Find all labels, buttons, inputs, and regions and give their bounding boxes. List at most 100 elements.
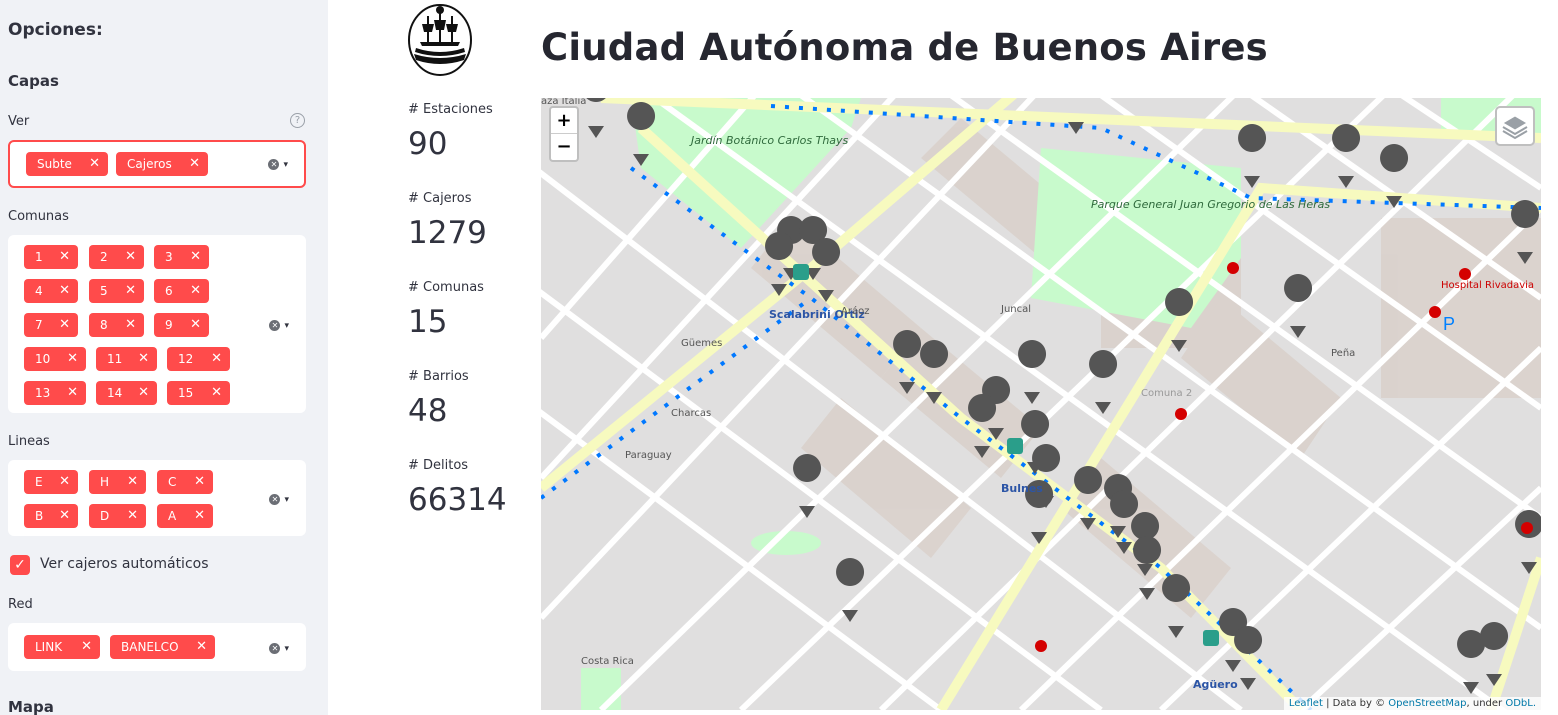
chip-comuna-4[interactable]: 4 ✕ bbox=[24, 279, 78, 303]
leaflet-link[interactable]: Leaflet bbox=[1288, 698, 1323, 709]
metric-label-comunas: # Comunas bbox=[408, 280, 484, 295]
chip-link[interactable]: LINK ✕ bbox=[24, 635, 100, 659]
avenue-las-heras bbox=[936, 182, 1541, 710]
comunas-label: Comunas bbox=[8, 209, 69, 224]
chip-linea-d[interactable]: D ✕ bbox=[89, 504, 146, 528]
chip-remove-icon[interactable]: ✕ bbox=[190, 249, 201, 264]
chip-comuna-14[interactable]: 14 ✕ bbox=[96, 381, 157, 405]
chip-remove-icon[interactable]: ✕ bbox=[67, 385, 78, 400]
comunas-multiselect[interactable]: 1 ✕ 2 ✕ 3 ✕ 4 ✕ 5 ✕ 6 ✕ 7 ✕ 8 ✕ 9 ✕ 10 ✕ 11 ✕ 12 ✕ 1… bbox=[8, 235, 306, 413]
chip-remove-icon[interactable]: ✕ bbox=[127, 474, 138, 489]
chip-remove-icon[interactable]: ✕ bbox=[59, 249, 70, 264]
help-icon[interactable]: ? bbox=[290, 113, 305, 128]
zoom-out-button[interactable]: − bbox=[556, 136, 572, 157]
osm-link[interactable]: OpenStreetMap bbox=[1388, 698, 1467, 709]
chip-comuna-8[interactable]: 8 ✕ bbox=[89, 313, 144, 337]
chip-comuna-5[interactable]: 5 ✕ bbox=[89, 279, 144, 303]
chip-remove-icon[interactable]: ✕ bbox=[59, 508, 70, 523]
chip-label: 15 bbox=[178, 386, 194, 400]
map[interactable]: P aza Italia Jardín Botánico Carlos Thay… bbox=[541, 98, 1541, 710]
chevron-down-icon[interactable]: ▾ bbox=[283, 159, 288, 170]
sidebar: Opciones: Capas Ver ? Subte ✕ Cajeros ✕ ✕ ▾… bbox=[0, 0, 328, 715]
chip-comuna-13[interactable]: 13 ✕ bbox=[24, 381, 86, 405]
attribution-text: | Data by © bbox=[1322, 698, 1389, 709]
chip-label: Subte bbox=[37, 157, 72, 171]
chevron-down-icon[interactable]: ▾ bbox=[284, 320, 289, 331]
map-canvas[interactable]: P bbox=[541, 98, 1541, 710]
layers-button[interactable] bbox=[1495, 106, 1535, 146]
chip-remove-icon[interactable]: ✕ bbox=[59, 283, 70, 298]
map-label-comuna2: Comuna 2 bbox=[1141, 388, 1193, 399]
map-label-plaza-italia: aza Italia bbox=[541, 98, 587, 107]
cajeros-checkbox[interactable]: ✓ bbox=[10, 555, 30, 575]
chip-remove-icon[interactable]: ✕ bbox=[211, 351, 222, 366]
clear-icon[interactable]: ✕ bbox=[269, 643, 281, 654]
chip-subte[interactable]: Subte ✕ bbox=[26, 152, 108, 176]
chip-remove-icon[interactable]: ✕ bbox=[194, 508, 205, 523]
odbl-link[interactable]: ODbL. bbox=[1505, 698, 1536, 709]
chip-remove-icon[interactable]: ✕ bbox=[125, 249, 136, 264]
cajeros-checkbox-label[interactable]: Ver cajeros automáticos bbox=[40, 556, 209, 572]
map-label-araoz: Aráoz bbox=[841, 306, 870, 317]
jardin-botanico-park bbox=[631, 98, 861, 248]
map-label-bulnes: Bulnes bbox=[1001, 482, 1043, 495]
chip-banelco[interactable]: BANELCO ✕ bbox=[110, 635, 215, 659]
chip-linea-c[interactable]: C ✕ bbox=[157, 470, 213, 494]
map-label-paraguay: Paraguay bbox=[625, 450, 672, 461]
chip-linea-a[interactable]: A ✕ bbox=[157, 504, 213, 528]
section-capas-heading: Capas bbox=[8, 72, 59, 90]
chip-remove-icon[interactable]: ✕ bbox=[138, 351, 149, 366]
zoom-in-button[interactable]: + bbox=[551, 108, 577, 134]
clear-icon[interactable]: ✕ bbox=[269, 320, 281, 331]
chip-remove-icon[interactable]: ✕ bbox=[125, 317, 136, 332]
chip-remove-icon[interactable]: ✕ bbox=[190, 317, 201, 332]
metric-label-barrios: # Barrios bbox=[408, 369, 469, 384]
chip-comuna-10[interactable]: 10 ✕ bbox=[24, 347, 86, 371]
chip-comuna-6[interactable]: 6 ✕ bbox=[154, 279, 209, 303]
chip-remove-icon[interactable]: ✕ bbox=[127, 508, 138, 523]
chip-comuna-7[interactable]: 7 ✕ bbox=[24, 313, 78, 337]
chip-remove-icon[interactable]: ✕ bbox=[196, 639, 207, 654]
ver-multiselect[interactable]: Subte ✕ Cajeros ✕ ✕ ▾ bbox=[8, 140, 306, 188]
chip-remove-icon[interactable]: ✕ bbox=[138, 385, 149, 400]
lineas-multiselect[interactable]: E ✕ H ✕ C ✕ B ✕ D ✕ A ✕ ✕ ▾ bbox=[8, 460, 306, 536]
chip-comuna-1[interactable]: 1 ✕ bbox=[24, 245, 78, 269]
chip-cajeros[interactable]: Cajeros ✕ bbox=[116, 152, 208, 176]
map-label-juncal: Juncal bbox=[1001, 304, 1032, 315]
lineas-label: Lineas bbox=[8, 434, 50, 449]
chip-remove-icon[interactable]: ✕ bbox=[125, 283, 136, 298]
chip-comuna-11[interactable]: 11 ✕ bbox=[96, 347, 157, 371]
chip-remove-icon[interactable]: ✕ bbox=[81, 639, 92, 654]
chevron-down-icon[interactable]: ▾ bbox=[284, 494, 289, 505]
chip-comuna-9[interactable]: 9 ✕ bbox=[154, 313, 209, 337]
map-label-jardin: Jardín Botánico Carlos Thays bbox=[691, 134, 849, 147]
chip-comuna-2[interactable]: 2 ✕ bbox=[89, 245, 144, 269]
chip-remove-icon[interactable]: ✕ bbox=[59, 317, 70, 332]
section-mapa-heading: Mapa bbox=[8, 698, 54, 715]
chip-remove-icon[interactable]: ✕ bbox=[211, 385, 222, 400]
chip-remove-icon[interactable]: ✕ bbox=[67, 351, 78, 366]
chip-comuna-3[interactable]: 3 ✕ bbox=[154, 245, 209, 269]
map-attribution: Leaflet | Data by © OpenStreetMap, under… bbox=[1283, 697, 1541, 710]
chip-linea-b[interactable]: B ✕ bbox=[24, 504, 78, 528]
chip-comuna-12[interactable]: 12 ✕ bbox=[167, 347, 230, 371]
chevron-down-icon[interactable]: ▾ bbox=[284, 643, 289, 654]
chip-linea-e[interactable]: E ✕ bbox=[24, 470, 78, 494]
clear-icon[interactable]: ✕ bbox=[269, 494, 281, 505]
chip-remove-icon[interactable]: ✕ bbox=[89, 156, 100, 171]
sidebar-title: Opciones: bbox=[8, 20, 103, 40]
chip-comuna-15[interactable]: 15 ✕ bbox=[167, 381, 230, 405]
red-multiselect[interactable]: LINK ✕ BANELCO ✕ ✕ ▾ bbox=[8, 623, 306, 671]
chip-remove-icon[interactable]: ✕ bbox=[194, 474, 205, 489]
atm-markers bbox=[586, 98, 1541, 694]
map-label-charcas: Charcas bbox=[671, 408, 712, 419]
chip-label: A bbox=[168, 509, 177, 523]
map-label-hospital: Hospital Rivadavia bbox=[1441, 280, 1535, 291]
chip-remove-icon[interactable]: ✕ bbox=[59, 474, 70, 489]
chip-remove-icon[interactable]: ✕ bbox=[190, 283, 201, 298]
clear-icon[interactable]: ✕ bbox=[268, 159, 280, 170]
chip-label: B bbox=[35, 509, 44, 523]
chip-remove-icon[interactable]: ✕ bbox=[189, 156, 200, 171]
subte-markers bbox=[793, 264, 1219, 646]
chip-linea-h[interactable]: H ✕ bbox=[89, 470, 146, 494]
